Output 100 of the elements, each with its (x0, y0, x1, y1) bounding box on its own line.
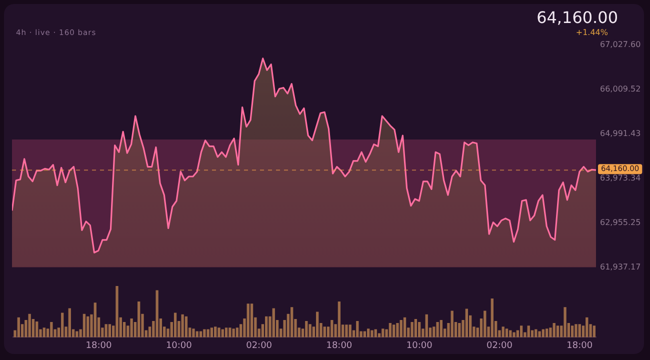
bar (564, 307, 566, 338)
bar (542, 329, 545, 338)
bar (76, 331, 78, 338)
bar (545, 328, 548, 338)
x-tick-label: 18:00 (566, 340, 593, 351)
bar (400, 320, 402, 338)
bar (414, 318, 418, 338)
bar (308, 324, 312, 338)
bar (224, 328, 228, 338)
bar (221, 329, 224, 338)
bar (348, 324, 352, 338)
bar (592, 326, 596, 338)
bar (210, 328, 214, 338)
bar (272, 308, 275, 338)
bar (586, 317, 588, 338)
bar (265, 316, 268, 338)
x-tick-label: 10:00 (166, 340, 192, 351)
x-tick-label: 02:00 (246, 340, 272, 351)
bar (138, 302, 140, 338)
bar (370, 330, 374, 338)
bar (82, 314, 86, 338)
bar (440, 320, 443, 338)
bar (290, 307, 294, 338)
bar (116, 286, 118, 338)
bar (42, 328, 46, 338)
bar (199, 331, 202, 338)
bar (418, 322, 421, 338)
bar (538, 331, 541, 338)
bar (388, 323, 392, 338)
y-tick-label: 66,009.52 (600, 84, 641, 94)
bar (181, 314, 184, 338)
bar (228, 328, 232, 338)
y-tick-label: 67,027.60 (600, 40, 641, 49)
bar (104, 324, 108, 338)
bar (330, 320, 334, 338)
bar (214, 326, 217, 338)
bar (396, 323, 399, 338)
bar (527, 326, 530, 338)
bar (392, 324, 396, 338)
bar (203, 329, 206, 338)
bar (578, 324, 581, 338)
bar (574, 324, 578, 338)
x-tick-label: 02:00 (486, 340, 513, 351)
bar (436, 322, 439, 338)
bar (338, 302, 341, 338)
bar (61, 312, 64, 338)
bar (505, 328, 508, 338)
bar (465, 308, 468, 338)
bar (450, 310, 454, 338)
bar (512, 332, 516, 338)
bar (316, 312, 319, 338)
x-tick-label: 18:00 (86, 340, 112, 351)
bar (367, 328, 370, 338)
bar (94, 302, 96, 338)
bar (232, 328, 235, 338)
bar (556, 326, 560, 338)
bar (305, 321, 308, 338)
bar (363, 331, 366, 338)
bar (374, 329, 377, 338)
text: 64,160.00 (536, 8, 618, 27)
bar (509, 330, 512, 338)
bar (86, 316, 90, 338)
bar (50, 322, 53, 338)
bar (520, 326, 523, 338)
bar (192, 328, 195, 338)
text: +1.44% (576, 28, 608, 37)
bar (323, 326, 326, 338)
bar (403, 317, 406, 338)
bar (36, 322, 38, 338)
bar (196, 331, 198, 338)
bar (108, 324, 112, 338)
bar (345, 324, 348, 338)
bar (490, 298, 494, 338)
y-tick-label: 62,955.25 (600, 218, 641, 227)
bar (174, 312, 177, 338)
bar (410, 322, 414, 338)
bar (184, 316, 188, 338)
x-tick-label: 10:00 (406, 340, 433, 351)
bar (28, 314, 31, 338)
bar (425, 314, 428, 338)
y-tick-label: 64,991.43 (600, 128, 641, 138)
bar (458, 323, 461, 338)
bar (156, 290, 158, 338)
bar (17, 317, 20, 338)
bar (356, 321, 359, 338)
bar (68, 308, 71, 338)
bar (206, 329, 210, 338)
bar (250, 304, 254, 338)
bar (382, 328, 384, 338)
bar (552, 323, 556, 338)
bar (236, 328, 239, 338)
bar (484, 310, 486, 338)
x-tick-label: 18:00 (326, 340, 352, 351)
bar (570, 326, 574, 338)
y-tick-label: 63,973.34 (600, 173, 641, 182)
y-tick-label: 61,937.17 (600, 262, 641, 272)
bar (218, 328, 220, 338)
bar (130, 318, 133, 338)
bar (534, 329, 538, 338)
bar (246, 304, 250, 338)
